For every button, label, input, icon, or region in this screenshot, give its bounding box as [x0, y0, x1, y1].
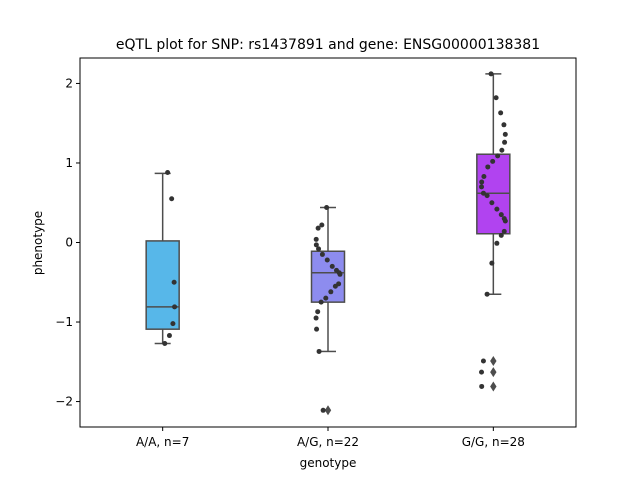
- x-tick-label: A/G, n=22: [297, 435, 359, 449]
- outlier-marker: [490, 355, 497, 366]
- data-point: [313, 236, 319, 242]
- data-point: [495, 153, 501, 159]
- data-point: [332, 283, 338, 289]
- data-point: [498, 110, 504, 116]
- data-point: [489, 260, 495, 266]
- y-axis-label: phenotype: [31, 211, 45, 275]
- data-point: [494, 206, 500, 212]
- plot-area: [145, 71, 511, 416]
- data-point: [493, 95, 499, 101]
- data-point: [488, 71, 494, 77]
- data-point: [501, 122, 507, 128]
- outlier-marker: [490, 367, 497, 378]
- data-point: [315, 225, 321, 231]
- data-point: [320, 407, 326, 413]
- data-point: [172, 304, 178, 310]
- data-point: [489, 200, 495, 206]
- x-tick-label: G/G, n=28: [462, 435, 525, 449]
- data-point: [324, 205, 330, 211]
- data-point: [498, 232, 504, 238]
- y-tick-label: 0: [65, 236, 73, 250]
- data-point: [501, 228, 507, 234]
- data-point: [502, 131, 508, 137]
- data-point: [479, 369, 485, 375]
- data-point: [479, 184, 485, 190]
- data-point: [316, 246, 322, 252]
- data-point: [315, 309, 321, 315]
- data-point: [170, 321, 176, 327]
- chart-title: eQTL plot for SNP: rs1437891 and gene: E…: [116, 37, 540, 53]
- data-point: [162, 340, 168, 346]
- data-point: [316, 348, 322, 354]
- outlier-marker: [490, 381, 497, 392]
- data-point: [337, 271, 343, 277]
- data-point: [323, 295, 329, 301]
- data-point: [171, 279, 177, 285]
- data-point: [313, 315, 319, 321]
- data-point: [479, 383, 485, 389]
- data-point: [485, 164, 491, 170]
- data-point: [481, 173, 487, 179]
- y-tick-label: −1: [55, 315, 73, 329]
- data-point: [313, 242, 319, 248]
- data-point: [480, 358, 486, 364]
- data-point: [165, 170, 171, 176]
- data-point: [494, 240, 500, 246]
- data-point: [166, 333, 172, 339]
- x-tick-label: A/A, n=7: [136, 435, 189, 449]
- data-point: [479, 179, 485, 185]
- iqr-box: [145, 240, 180, 330]
- x-axis-label: genotype: [300, 456, 357, 470]
- data-point: [169, 196, 175, 202]
- data-point: [329, 263, 335, 269]
- data-point: [324, 257, 330, 263]
- data-point: [319, 251, 325, 257]
- data-point: [319, 222, 325, 228]
- data-point: [318, 299, 324, 305]
- data-point: [499, 147, 505, 153]
- y-tick-label: −2: [55, 395, 73, 409]
- y-tick-label: 2: [65, 76, 73, 90]
- data-point: [314, 326, 320, 332]
- data-point: [328, 289, 334, 295]
- data-point: [490, 158, 496, 164]
- outlier-marker: [324, 405, 332, 416]
- data-point: [484, 193, 490, 199]
- data-point: [480, 190, 486, 196]
- y-tick-label: 1: [65, 156, 73, 170]
- data-point: [502, 139, 508, 145]
- data-point: [484, 291, 490, 297]
- data-point: [502, 218, 508, 224]
- data-point: [498, 212, 504, 218]
